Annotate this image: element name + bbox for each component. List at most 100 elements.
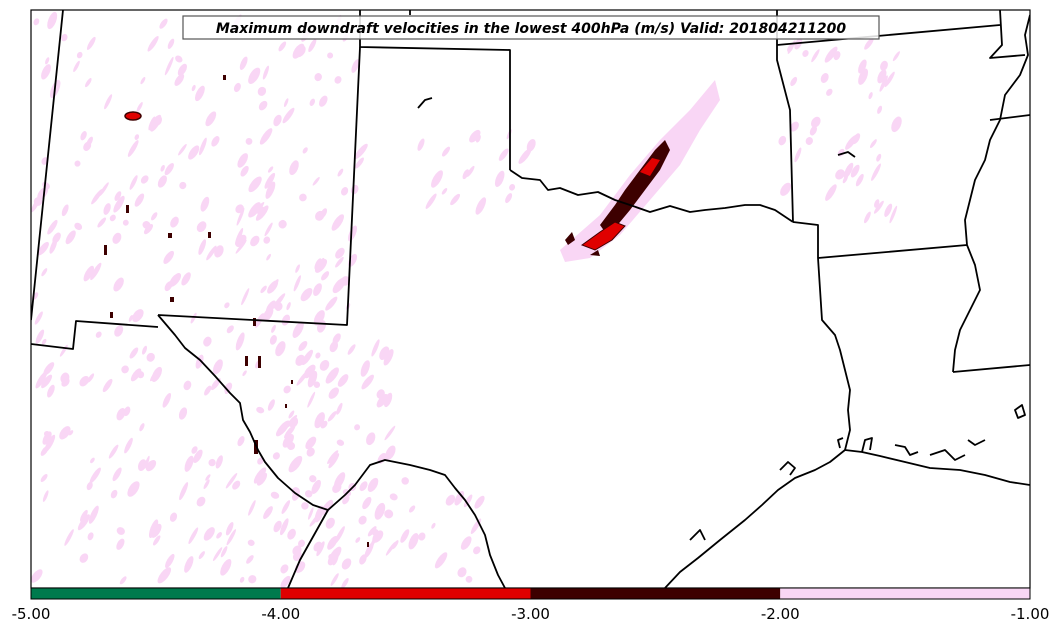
weak-downdraft-speckle [226, 529, 237, 546]
weak-downdraft-speckle [869, 139, 877, 149]
weak-downdraft-speckle [891, 116, 902, 133]
weak-downdraft-speckle [301, 502, 309, 510]
weak-downdraft-speckle [457, 567, 467, 578]
weak-downdraft-speckle [384, 425, 396, 441]
weak-downdraft-speckle [232, 480, 241, 490]
weak-downdraft-speckle [835, 169, 845, 180]
weak-downdraft-speckle [325, 296, 338, 311]
weak-downdraft-speckle [89, 467, 101, 484]
weak-downdraft-speckle [331, 214, 344, 231]
weak-downdraft-speckle [237, 436, 245, 447]
weak-downdraft-speckle [337, 374, 349, 387]
weak-downdraft-speckle [332, 333, 341, 345]
weak-downdraft-speckle [303, 364, 316, 379]
weak-downdraft-speckle [876, 153, 882, 162]
weak-downdraft-speckle [178, 143, 187, 156]
weak-downdraft-speckle [247, 539, 255, 546]
weak-downdraft-speckle [858, 59, 867, 74]
weak-downdraft-speckle [498, 148, 509, 161]
weak-downdraft-speckle [278, 219, 287, 229]
weak-downdraft-speckle [366, 432, 376, 446]
weak-downdraft-speckle [208, 458, 216, 467]
colorbar-tick-label: -3.00 [511, 605, 550, 623]
weak-downdraft-speckle [287, 528, 296, 540]
weak-downdraft-speckle [321, 499, 334, 515]
weak-downdraft-speckle [824, 46, 838, 63]
weak-downdraft-speckle [266, 253, 271, 261]
weak-downdraft-speckle [264, 172, 276, 189]
weak-downdraft-speckle [199, 137, 207, 156]
weak-downdraft-speckle [445, 494, 456, 506]
weak-downdraft-speckle [248, 176, 262, 193]
weak-downdraft-speckle [332, 553, 339, 566]
weak-downdraft-speckle [473, 546, 481, 555]
weak-downdraft-speckle [474, 495, 485, 509]
weak-downdraft-speckle [86, 481, 93, 491]
weak-downdraft-speckle [77, 514, 90, 531]
weak-downdraft-speckle [309, 98, 316, 106]
colorbar-segment-0 [31, 588, 281, 599]
weak-downdraft-speckle [59, 426, 71, 440]
weak-downdraft-speckle [85, 78, 92, 88]
weak-downdraft-speckle [35, 329, 45, 344]
weak-downdraft-speckle [141, 345, 148, 355]
weak-downdraft-speckle [852, 133, 861, 145]
weak-downdraft-speckle [325, 517, 335, 529]
weak-downdraft-speckle [265, 181, 276, 199]
weak-downdraft-speckle [251, 202, 265, 217]
weak-downdraft-speckle [335, 256, 344, 268]
weak-downdraft-speckle [269, 335, 277, 345]
weak-downdraft-speckle [295, 45, 306, 58]
weak-downdraft-speckle [41, 374, 53, 389]
weak-downdraft-speckle [212, 359, 223, 375]
weak-downdraft-speckle [272, 293, 286, 309]
weak-downdraft-speckle [335, 247, 345, 259]
weak-downdraft-speckle [329, 534, 341, 549]
weak-downdraft-speckle [298, 341, 308, 351]
weak-downdraft-speckle [307, 391, 316, 408]
weak-downdraft-speckle [191, 84, 196, 92]
weak-downdraft-speckle [87, 532, 94, 541]
weak-downdraft-speckle [169, 273, 182, 287]
weak-downdraft-speckle [864, 37, 874, 50]
weak-downdraft-speckle [336, 439, 345, 446]
weak-downdraft-speckle [341, 187, 349, 196]
weak-downdraft-speckle [334, 76, 342, 84]
map-title: Maximum downdraft velocities in the lowe… [216, 21, 847, 37]
weak-downdraft-speckle [811, 116, 821, 128]
weak-downdraft-speckle [220, 546, 228, 558]
weak-downdraft-speckle [184, 455, 194, 472]
weak-downdraft-speckle [164, 56, 174, 76]
weak-downdraft-speckle [300, 287, 313, 302]
weak-downdraft-speckle [87, 373, 95, 383]
colorbar-tick-label: -5.00 [12, 605, 51, 623]
weak-downdraft-speckle [267, 166, 274, 173]
weak-downdraft-speckle [462, 169, 470, 180]
weak-downdraft-speckle [778, 135, 787, 146]
weak-downdraft-speckle [879, 75, 888, 92]
weak-downdraft-speckle [203, 336, 212, 347]
weak-downdraft-speckle [83, 265, 95, 282]
weak-downdraft-speckle [505, 193, 513, 204]
weak-downdraft-speckle [264, 222, 273, 237]
weak-downdraft-speckle [236, 207, 245, 226]
weak-downdraft-speckle [224, 302, 230, 309]
weak-downdraft-speckle [253, 467, 267, 484]
weak-downdraft-speckle [283, 98, 289, 107]
weak-downdraft-speckle [167, 38, 175, 49]
weak-downdraft-speckle [262, 65, 269, 80]
weak-downdraft-speckle [246, 555, 254, 564]
weak-downdraft-speckle [877, 105, 883, 114]
weak-downdraft-speckle [128, 315, 134, 322]
weak-downdraft-speckle [327, 411, 337, 422]
weak-downdraft-speckle [256, 472, 268, 486]
weak-downdraft-speckle [83, 141, 92, 152]
weak-downdraft-speckle [241, 288, 250, 306]
weak-downdraft-speckle [216, 532, 222, 539]
weak-downdraft-speckle [280, 575, 291, 588]
weak-downdraft-speckle [108, 444, 119, 459]
weak-downdraft-speckle [31, 569, 43, 583]
weak-downdraft-speckle [109, 214, 116, 222]
weak-downdraft-speckle [114, 325, 124, 337]
